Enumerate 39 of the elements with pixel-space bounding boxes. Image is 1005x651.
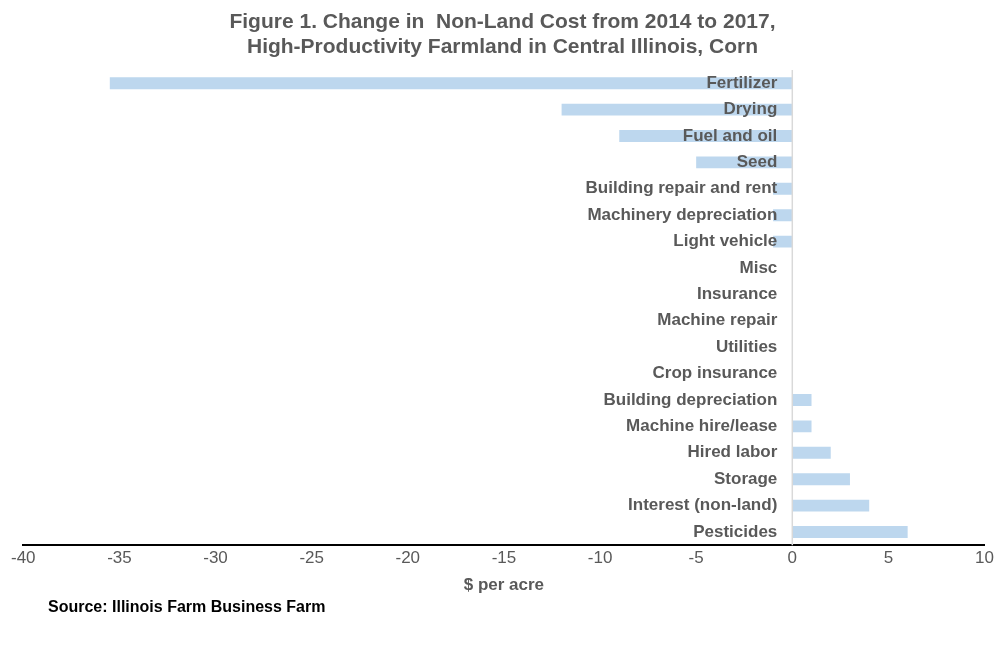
x-tick-label: -15 <box>491 548 517 568</box>
bar <box>792 420 812 433</box>
y-tick-label: Crop insurance <box>652 363 778 383</box>
y-tick-label: Insurance <box>696 284 778 304</box>
x-axis-title: $ per acre <box>463 575 545 595</box>
x-tick-label: -35 <box>107 548 132 568</box>
y-tick-label: Seed <box>736 152 778 172</box>
x-tick-label: -5 <box>688 548 704 568</box>
bar <box>792 394 812 406</box>
x-tick-label: 0 <box>787 548 798 568</box>
bar <box>792 446 831 459</box>
y-tick-label: Drying <box>723 99 778 119</box>
x-tick-label: -30 <box>203 548 228 568</box>
y-tick-label: Storage <box>714 468 778 488</box>
x-tick-label: 5 <box>883 548 894 568</box>
y-tick-label: Building depreciation <box>603 389 778 409</box>
y-tick-label: Fuel and oil <box>682 125 778 145</box>
x-tick-label: -40 <box>11 548 36 568</box>
source-note: Source: Illinois Farm Business Farm <box>48 598 326 616</box>
bar <box>792 499 870 512</box>
y-tick-label: Hired labor <box>687 442 778 462</box>
bar <box>792 526 908 538</box>
y-tick-label: Interest (non-land) <box>628 495 778 515</box>
x-tick-label: -25 <box>299 548 324 568</box>
y-tick-label: Machine hire/lease <box>626 416 778 436</box>
x-tick-label: -10 <box>587 548 613 568</box>
bar <box>109 77 793 90</box>
y-tick-label: Misc <box>739 257 778 277</box>
x-tick-label: 10 <box>975 548 995 568</box>
chart-title: Figure 1. Change in Non-Land Cost from 2014 to 2017, High-Productivity Farmland in Central Illinois, Corn <box>228 8 777 59</box>
y-tick-label: Machine repair <box>657 310 778 330</box>
x-tick-label: -20 <box>395 548 421 568</box>
y-tick-label: Fertilizer <box>706 72 778 92</box>
y-tick-label: Machinery depreciation <box>587 204 778 224</box>
y-tick-label: Light vehicle <box>673 231 778 251</box>
bar <box>792 473 850 486</box>
y-tick-label: Utilities <box>715 336 778 356</box>
y-tick-label: Pesticides <box>693 521 778 541</box>
y-tick-label: Building repair and rent <box>585 178 778 198</box>
